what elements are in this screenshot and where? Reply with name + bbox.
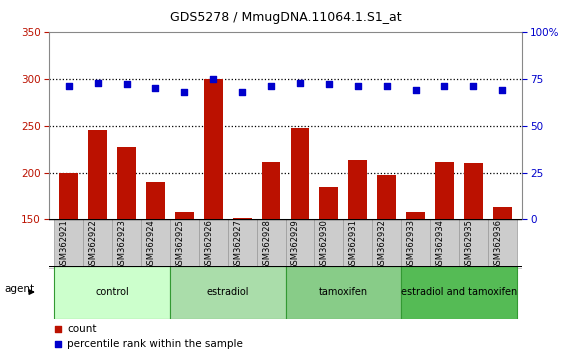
Point (151, 85, 160, 91)
Text: GSM362932: GSM362932 (377, 219, 387, 270)
Bar (112, 219, 141, 269)
Bar (286, 266, 401, 319)
Bar (54, 219, 83, 269)
Text: GSM362936: GSM362936 (493, 219, 502, 270)
Bar (401, 266, 517, 319)
Bar (228, 219, 256, 269)
Bar (54, 266, 170, 319)
Text: agent: agent (4, 284, 34, 295)
Point (54, 341, 63, 347)
Bar (377, 175, 396, 219)
Text: percentile rank within the sample: percentile rank within the sample (67, 339, 243, 349)
Bar (291, 129, 309, 219)
Text: control: control (95, 287, 129, 297)
Text: GDS5278 / MmugDNA.11064.1.S1_at: GDS5278 / MmugDNA.11064.1.S1_at (170, 11, 401, 24)
Bar (199, 219, 228, 269)
Point (93, 80, 102, 85)
Bar (315, 219, 343, 269)
Text: GSM362931: GSM362931 (349, 219, 358, 270)
Text: GSM362934: GSM362934 (436, 219, 444, 270)
Bar (233, 218, 252, 219)
Bar (170, 266, 286, 319)
Bar (464, 163, 482, 219)
Bar (372, 219, 401, 269)
Text: GSM362925: GSM362925 (175, 219, 184, 270)
Bar (459, 219, 488, 269)
Point (238, 89, 247, 95)
Bar (59, 172, 78, 219)
Bar (493, 207, 512, 219)
Point (122, 81, 131, 87)
Text: GSM362929: GSM362929 (291, 219, 300, 270)
Text: GSM362921: GSM362921 (60, 219, 69, 270)
Point (267, 84, 276, 89)
Point (353, 84, 363, 89)
Bar (401, 219, 430, 269)
Text: GSM362923: GSM362923 (118, 219, 127, 270)
Point (498, 87, 507, 93)
Bar (204, 79, 223, 219)
Text: GSM362926: GSM362926 (204, 219, 213, 270)
Text: GSM362922: GSM362922 (89, 219, 98, 270)
Text: GSM362935: GSM362935 (464, 219, 473, 270)
Text: estradiol: estradiol (207, 287, 249, 297)
Text: GSM362927: GSM362927 (233, 219, 242, 270)
Bar (343, 219, 372, 269)
Bar (406, 212, 425, 219)
Point (64, 84, 73, 89)
Point (324, 81, 333, 87)
Text: count: count (67, 324, 97, 333)
Bar (117, 147, 136, 219)
Bar (262, 162, 280, 219)
Point (411, 87, 420, 93)
Text: tamoxifen: tamoxifen (319, 287, 368, 297)
Text: GSM362928: GSM362928 (262, 219, 271, 270)
Text: GSM362930: GSM362930 (320, 219, 329, 270)
Bar (83, 219, 112, 269)
Bar (488, 219, 517, 269)
Bar (256, 219, 286, 269)
Point (208, 76, 218, 81)
Bar (146, 182, 165, 219)
Bar (348, 160, 367, 219)
Point (440, 84, 449, 89)
Bar (141, 219, 170, 269)
Text: GSM362933: GSM362933 (407, 219, 416, 270)
Bar (435, 162, 454, 219)
Bar (319, 187, 338, 219)
Point (180, 89, 189, 95)
Point (54, 326, 63, 331)
Bar (175, 212, 194, 219)
Text: estradiol and tamoxifen: estradiol and tamoxifen (401, 287, 517, 297)
Bar (89, 130, 107, 219)
Point (382, 84, 391, 89)
Text: GSM362924: GSM362924 (146, 219, 155, 270)
Bar (430, 219, 459, 269)
Point (469, 84, 478, 89)
Bar (286, 219, 315, 269)
Point (295, 80, 304, 85)
Bar (170, 219, 199, 269)
